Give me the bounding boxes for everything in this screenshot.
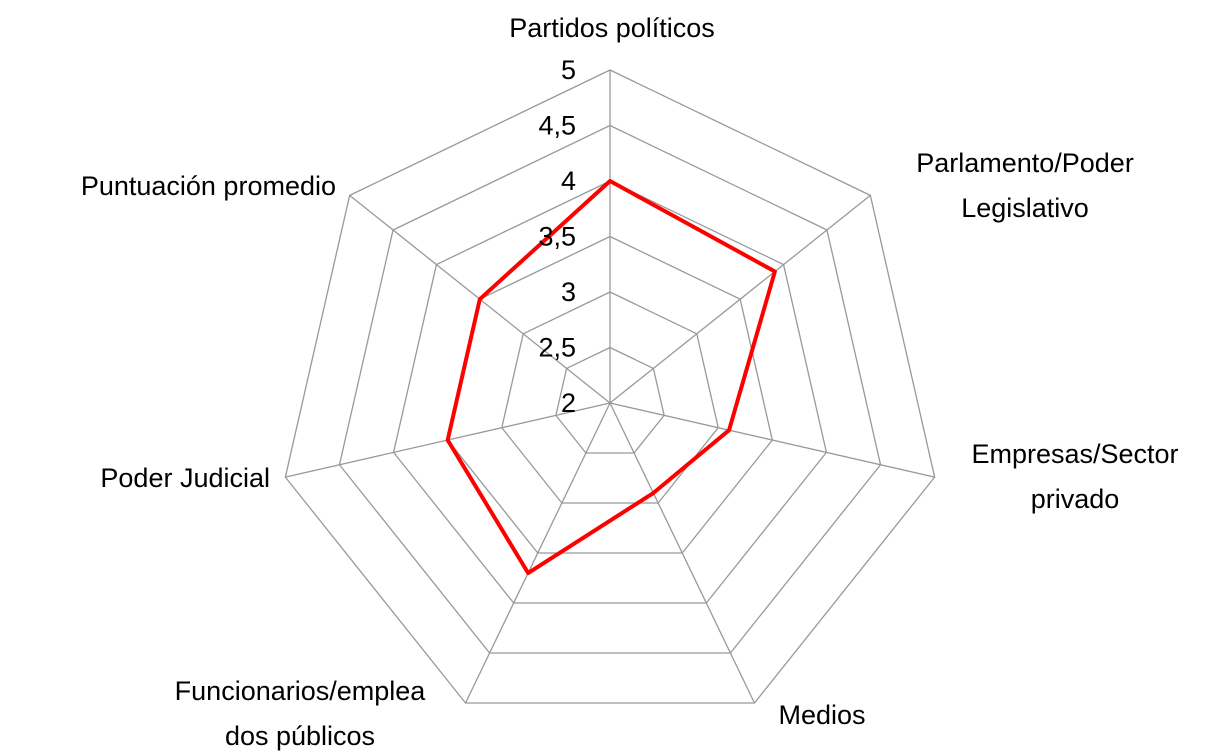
spoke (609, 402, 756, 704)
category-label: Partidos políticos (509, 13, 715, 43)
axis-tick-label: 2,5 (538, 333, 576, 363)
category-label-line: Empresas/Sector (971, 439, 1178, 469)
category-label-line: Medios (778, 700, 865, 730)
axis-tick-label: 5 (561, 55, 576, 85)
category-label-line: Partidos políticos (509, 13, 715, 43)
axis-tick-label: 3,5 (538, 222, 576, 252)
category-label: Poder Judicial (100, 463, 270, 493)
category-label-line: Legislativo (961, 193, 1089, 223)
series-line (445, 179, 777, 576)
grid-ring (392, 180, 828, 604)
axis-tick-label: 4 (561, 166, 576, 196)
category-label: Medios (778, 700, 865, 730)
grid-ring (284, 69, 936, 704)
category-label-line: Puntuación promedio (81, 171, 336, 201)
spoke (609, 402, 935, 478)
spoke (464, 402, 611, 704)
category-label: Empresas/Sector privado (971, 439, 1178, 514)
grid-ring (501, 291, 719, 504)
category-label: Parlamento/Poder Legislativo (916, 148, 1134, 223)
axis-tick-label: 2 (561, 388, 576, 418)
axis-tick-label: 4,5 (538, 111, 576, 141)
category-label-line: Poder Judicial (100, 463, 270, 493)
axis-tick-label: 3 (561, 277, 576, 307)
category-label-line: Parlamento/Poder (916, 148, 1134, 178)
grid-ring (338, 124, 882, 654)
grid-ring (555, 346, 665, 454)
category-label-line: Funcionarios/emplea (175, 676, 427, 706)
category-label: Funcionarios/emplea dos públicos (175, 676, 427, 751)
category-label: Puntuación promedio (81, 171, 336, 201)
category-label-line: privado (1031, 484, 1120, 514)
spoke (609, 194, 871, 404)
category-label-line: dos públicos (225, 721, 375, 751)
